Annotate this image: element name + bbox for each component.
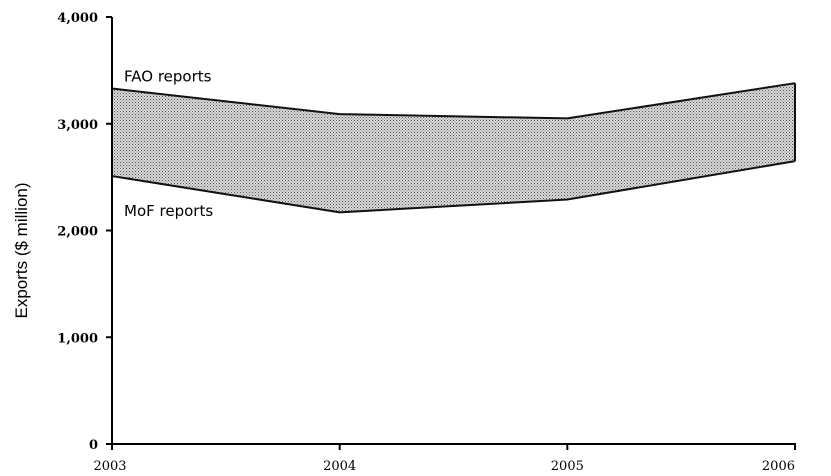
series-line-fao-reports	[111, 82, 796, 120]
series-line-mof-reports	[111, 160, 796, 214]
reports-gap-band	[112, 83, 795, 213]
x-tick-label: 2006	[762, 459, 795, 474]
series-label-mof-reports: MoF reports	[124, 202, 213, 220]
series-label-fao-reports: FAO reports	[124, 68, 212, 86]
x-tick-label: 2005	[551, 459, 584, 474]
x-tick-label: 2004	[323, 459, 356, 474]
y-ticks: 0 1,000 2,000 3,000 4,000	[57, 11, 112, 453]
y-tick-label: 3,000	[57, 118, 98, 133]
y-tick-label: 0	[89, 438, 98, 453]
y-tick-label: 2,000	[57, 225, 98, 240]
y-tick-label: 1,000	[57, 331, 98, 346]
x-ticks: 2003 2004 2005 2006	[93, 444, 796, 474]
y-axis-title: Exports ($ million)	[12, 182, 31, 318]
x-tick-label: 2003	[93, 459, 126, 474]
plot-area	[111, 82, 796, 214]
axes: 0 1,000 2,000 3,000 4,000 2003 2004 2005 2006	[57, 11, 796, 474]
y-tick-label: 4,000	[57, 11, 98, 26]
